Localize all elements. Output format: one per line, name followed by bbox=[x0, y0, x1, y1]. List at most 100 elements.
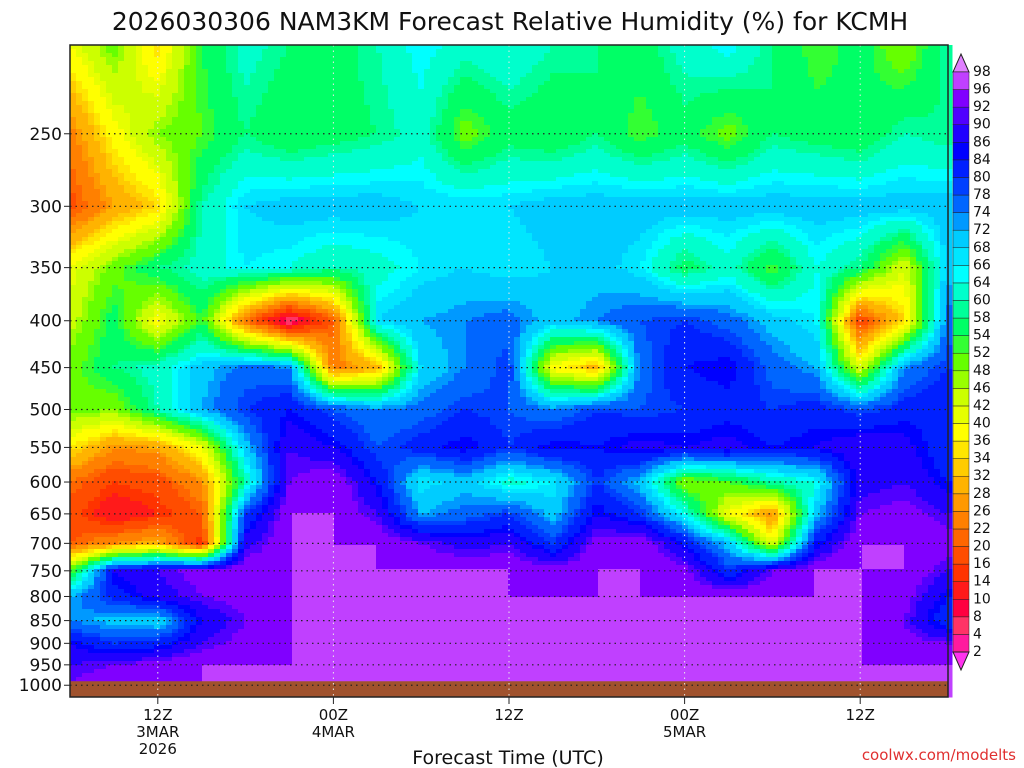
rh-cell bbox=[334, 89, 341, 94]
rh-cell bbox=[922, 145, 929, 150]
rh-cell bbox=[148, 93, 155, 98]
rh-cell bbox=[160, 53, 167, 58]
rh-cell bbox=[682, 145, 689, 150]
rh-cell bbox=[826, 137, 833, 142]
rh-cell bbox=[478, 65, 485, 70]
rh-cell bbox=[616, 173, 623, 178]
rh-cell bbox=[766, 69, 773, 74]
rh-cell bbox=[736, 157, 743, 162]
rh-cell bbox=[934, 101, 941, 106]
rh-cell bbox=[592, 57, 599, 62]
rh-cell bbox=[820, 89, 827, 94]
rh-cell bbox=[166, 113, 173, 118]
rh-cell bbox=[922, 85, 929, 90]
rh-cell bbox=[340, 161, 347, 166]
rh-cell bbox=[70, 73, 77, 78]
rh-cell bbox=[232, 161, 239, 166]
rh-cell bbox=[376, 129, 383, 134]
rh-cell bbox=[244, 141, 251, 146]
rh-cell bbox=[874, 69, 881, 74]
rh-cell bbox=[208, 161, 215, 166]
rh-cell bbox=[436, 53, 443, 58]
rh-cell bbox=[118, 93, 125, 98]
rh-cell bbox=[544, 125, 551, 130]
rh-cell bbox=[682, 169, 689, 174]
rh-cell bbox=[508, 101, 515, 106]
rh-cell bbox=[364, 105, 371, 110]
rh-cell bbox=[454, 133, 461, 138]
rh-cell bbox=[232, 149, 239, 154]
rh-cell bbox=[640, 177, 647, 182]
rh-cell bbox=[556, 77, 563, 82]
rh-cell bbox=[910, 177, 917, 182]
rh-cell bbox=[358, 153, 365, 158]
rh-cell bbox=[580, 161, 587, 166]
rh-cell bbox=[286, 97, 293, 102]
rh-cell bbox=[172, 117, 179, 122]
rh-cell bbox=[76, 149, 83, 154]
rh-cell bbox=[250, 49, 257, 54]
rh-cell bbox=[136, 145, 143, 150]
rh-cell bbox=[232, 89, 239, 94]
rh-cell bbox=[754, 81, 761, 86]
rh-cell bbox=[898, 157, 905, 162]
rh-cell bbox=[604, 169, 611, 174]
rh-cell bbox=[232, 57, 239, 62]
rh-cell bbox=[256, 177, 263, 182]
rh-cell bbox=[682, 77, 689, 82]
rh-cell bbox=[460, 53, 467, 58]
rh-cell bbox=[676, 85, 683, 90]
rh-cell bbox=[934, 85, 941, 90]
rh-cell bbox=[868, 89, 875, 94]
rh-cell bbox=[760, 89, 767, 94]
rh-cell bbox=[526, 109, 533, 114]
rh-cell bbox=[898, 85, 905, 90]
rh-cell bbox=[562, 153, 569, 158]
rh-cell bbox=[796, 137, 803, 142]
rh-cell bbox=[118, 157, 125, 162]
rh-cell bbox=[784, 65, 791, 70]
rh-cell bbox=[82, 73, 89, 78]
rh-cell bbox=[706, 161, 713, 166]
rh-cell bbox=[232, 73, 239, 78]
rh-cell bbox=[868, 69, 875, 74]
rh-cell bbox=[418, 129, 425, 134]
rh-cell bbox=[826, 53, 833, 58]
rh-cell bbox=[448, 81, 455, 86]
rh-cell bbox=[850, 73, 857, 78]
rh-cell bbox=[190, 157, 197, 162]
rh-cell bbox=[790, 145, 797, 150]
rh-cell bbox=[934, 149, 941, 154]
rh-cell bbox=[124, 145, 131, 150]
rh-cell bbox=[592, 73, 599, 78]
rh-cell bbox=[730, 117, 737, 122]
rh-cell bbox=[280, 77, 287, 82]
rh-cell bbox=[568, 145, 575, 150]
rh-cell bbox=[472, 85, 479, 90]
rh-cell bbox=[622, 177, 629, 182]
rh-cell bbox=[244, 101, 251, 106]
rh-cell bbox=[694, 49, 701, 54]
rh-cell bbox=[784, 69, 791, 74]
rh-cell bbox=[304, 81, 311, 86]
rh-cell bbox=[838, 101, 845, 106]
rh-cell bbox=[394, 109, 401, 114]
rh-cell bbox=[298, 169, 305, 174]
rh-cell bbox=[220, 177, 227, 182]
rh-cell bbox=[580, 77, 587, 82]
rh-cell bbox=[640, 81, 647, 86]
rh-cell bbox=[430, 169, 437, 174]
rh-cell bbox=[808, 73, 815, 78]
rh-cell bbox=[514, 133, 521, 138]
rh-cell bbox=[286, 165, 293, 170]
rh-cell bbox=[286, 161, 293, 166]
rh-cell bbox=[568, 113, 575, 118]
rh-cell bbox=[688, 57, 695, 62]
rh-cell bbox=[880, 89, 887, 94]
rh-cell bbox=[766, 137, 773, 142]
rh-cell bbox=[394, 85, 401, 90]
rh-cell bbox=[328, 129, 335, 134]
rh-cell bbox=[874, 113, 881, 118]
rh-cell bbox=[376, 61, 383, 66]
rh-cell bbox=[928, 65, 935, 70]
